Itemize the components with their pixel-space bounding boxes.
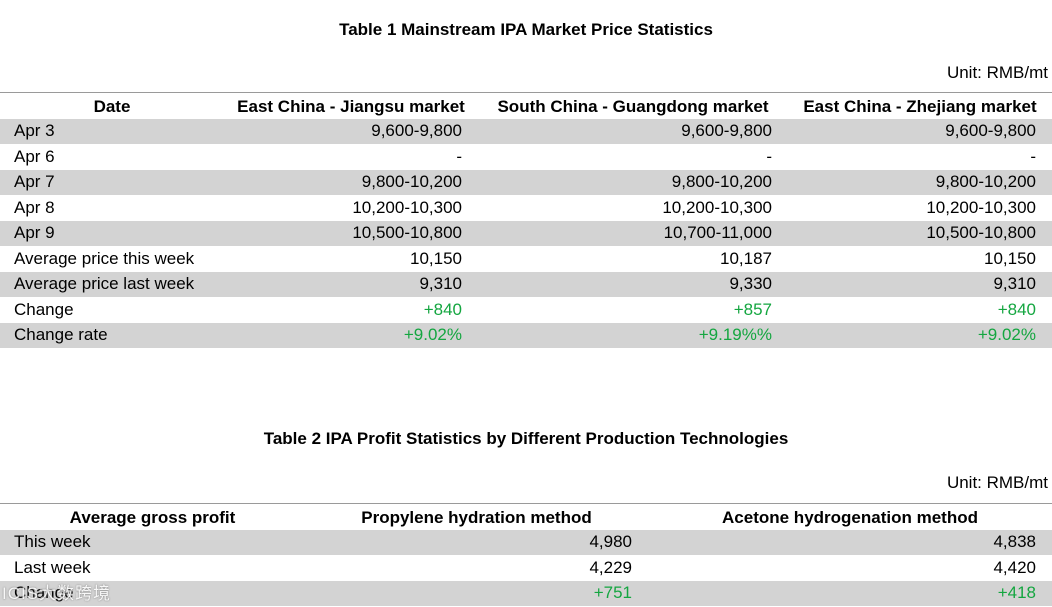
cell-value: 9,330 bbox=[478, 271, 788, 297]
cell-value: 9,800-10,200 bbox=[224, 169, 478, 195]
cell-change: +751 bbox=[305, 580, 648, 606]
table-row: Apr 3 9,600-9,800 9,600-9,800 9,600-9,80… bbox=[0, 119, 1052, 144]
price-table: Date East China - Jiangsu market South C… bbox=[0, 92, 1052, 349]
cell-value: 9,600-9,800 bbox=[478, 119, 788, 144]
table1-unit: Unit: RMB/mt bbox=[946, 63, 1048, 82]
table-header-row: Date East China - Jiangsu market South C… bbox=[0, 92, 1052, 120]
cell-value: 4,838 bbox=[648, 530, 1052, 555]
table2-unit: Unit: RMB/mt bbox=[946, 473, 1048, 492]
cell-change: +418 bbox=[648, 580, 1052, 606]
cell-value: 10,150 bbox=[984, 248, 1036, 268]
cell-value: 10,700-11,000 bbox=[478, 220, 788, 246]
header-acetone: Acetone hydrogenation method bbox=[722, 508, 978, 527]
cell-change-rate: +9.02% bbox=[224, 322, 478, 348]
cell-value: 9,600-9,800 bbox=[224, 119, 478, 144]
table-row: Apr 9 10,500-10,800 10,700-11,000 10,500… bbox=[0, 220, 1052, 246]
table-row: Change +751 +418 bbox=[0, 580, 1052, 606]
cell-value: 10,500-10,800 bbox=[224, 220, 478, 246]
table-row: Average price last week 9,310 9,330 9,31… bbox=[0, 271, 1052, 297]
row-label: Change rate bbox=[0, 322, 224, 348]
cell-value: 4,420 bbox=[993, 557, 1036, 577]
table-row: Apr 8 10,200-10,300 10,200-10,300 10,200… bbox=[0, 195, 1052, 221]
row-label: Last week bbox=[14, 557, 91, 577]
table-row: Last week 4,229 4,420 bbox=[0, 555, 1052, 581]
header-propylene: Propylene hydration method bbox=[361, 508, 592, 527]
row-label: Apr 3 bbox=[0, 119, 224, 144]
row-label: Change bbox=[14, 299, 74, 319]
header-date: Date bbox=[93, 97, 131, 116]
profit-table: Average gross profit Propylene hydration… bbox=[0, 503, 1052, 607]
cell-value: - bbox=[456, 146, 462, 166]
cell-value: - bbox=[766, 146, 772, 166]
cell-value: 10,150 bbox=[410, 248, 462, 268]
cell-change-rate: +9.19%% bbox=[478, 322, 788, 348]
row-label: Apr 7 bbox=[0, 169, 224, 195]
cell-value: 9,800-10,200 bbox=[478, 169, 788, 195]
header-zhejiang: East China - Zhejiang market bbox=[803, 97, 1037, 116]
cell-change: +840 bbox=[997, 299, 1036, 319]
cell-value: 10,187 bbox=[720, 248, 772, 268]
cell-value: 10,500-10,800 bbox=[788, 220, 1052, 246]
row-label: Average price this week bbox=[14, 248, 195, 268]
cell-value: 9,310 bbox=[224, 271, 478, 297]
header-guangdong: South China - Guangdong market bbox=[497, 97, 769, 116]
cell-value: 10,200-10,300 bbox=[352, 197, 462, 217]
cell-value: 4,980 bbox=[305, 530, 648, 555]
cell-change: +857 bbox=[733, 299, 772, 319]
cell-value: 9,310 bbox=[788, 271, 1052, 297]
row-label: Apr 8 bbox=[14, 197, 55, 217]
table1-title: Table 1 Mainstream IPA Market Price Stat… bbox=[339, 20, 713, 39]
table-header-row: Average gross profit Propylene hydration… bbox=[0, 503, 1052, 531]
table-row: This week 4,980 4,838 bbox=[0, 530, 1052, 555]
row-label: Average price last week bbox=[0, 271, 224, 297]
table-row: Change rate +9.02% +9.19%% +9.02% bbox=[0, 322, 1052, 348]
header-jiangsu: East China - Jiangsu market bbox=[237, 97, 465, 116]
cell-value: 9,800-10,200 bbox=[788, 169, 1052, 195]
row-label: Apr 9 bbox=[0, 220, 224, 246]
row-label: This week bbox=[0, 530, 305, 555]
row-label: Apr 6 bbox=[14, 146, 55, 166]
table-row: Apr 7 9,800-10,200 9,800-10,200 9,800-10… bbox=[0, 169, 1052, 195]
watermark-logo: ICIS大数跨境 bbox=[2, 584, 112, 603]
cell-value: 4,229 bbox=[589, 557, 632, 577]
cell-value: 10,200-10,300 bbox=[662, 197, 772, 217]
table-row: Change +840 +857 +840 bbox=[0, 297, 1052, 323]
cell-value: 9,600-9,800 bbox=[788, 119, 1052, 144]
cell-value: - bbox=[1030, 146, 1036, 166]
table-row: Average price this week 10,150 10,187 10… bbox=[0, 246, 1052, 272]
cell-change-rate: +9.02% bbox=[788, 322, 1052, 348]
cell-change: +840 bbox=[423, 299, 462, 319]
table2-title: Table 2 IPA Profit Statistics by Differe… bbox=[263, 429, 789, 448]
table-row: Apr 6 - - - bbox=[0, 144, 1052, 170]
row-label: Change bbox=[0, 580, 305, 606]
cell-value: 10,200-10,300 bbox=[926, 197, 1036, 217]
header-gross-profit: Average gross profit bbox=[69, 508, 236, 527]
